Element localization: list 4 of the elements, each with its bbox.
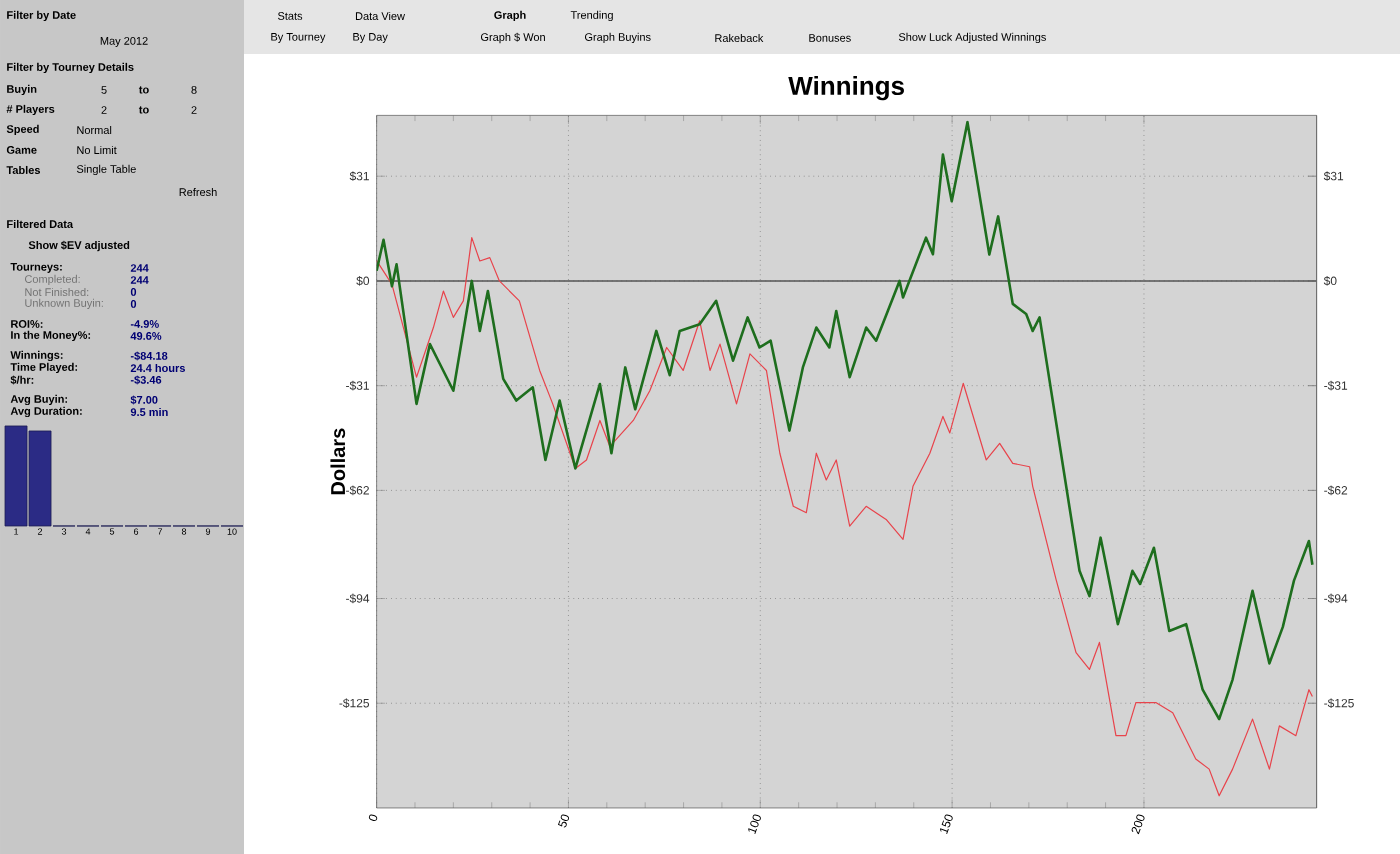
y-axis-title: Dollars [330,428,346,495]
line-series [376,120,1314,721]
line-series [376,237,1313,797]
chart-title: Winnings [788,75,904,101]
